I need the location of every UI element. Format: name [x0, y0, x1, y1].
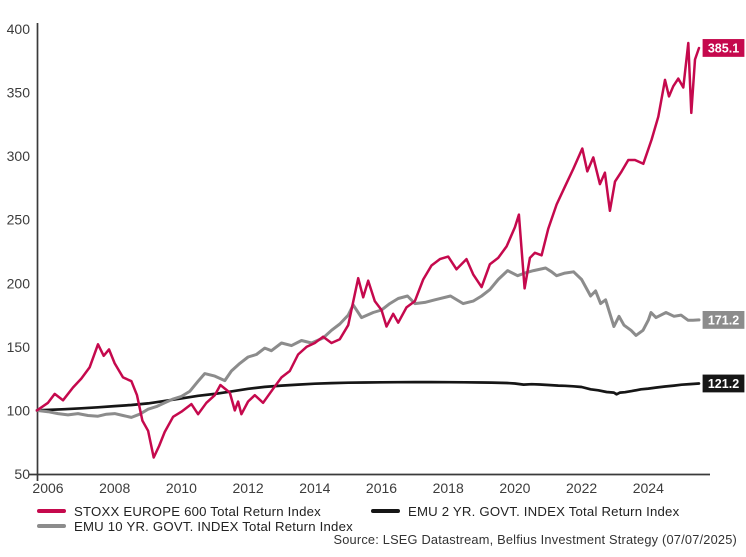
end-value-label-emu10: 171.2: [708, 313, 739, 327]
x-tick-label: 2006: [32, 480, 63, 496]
end-value-badge-stoxx: [701, 37, 746, 59]
end-value-badge-emu10: [701, 309, 746, 331]
x-tick-label: 2010: [166, 480, 197, 496]
legend-item-emu2: EMU 2 YR. GOVT. INDEX Total Return Index: [371, 503, 679, 519]
x-tick-label: 2014: [299, 480, 330, 496]
x-tick-label: 2024: [633, 480, 664, 496]
y-tick-label: 250: [7, 212, 31, 228]
y-tick-label: 350: [7, 85, 31, 101]
legend-swatch-emu10: [37, 524, 66, 528]
legend-label-emu10: EMU 10 YR. GOVT. INDEX Total Return Inde…: [74, 518, 353, 534]
source-note: Source: LSEG Datastream, Belfius Investm…: [333, 532, 737, 547]
end-value-badge-emu2: [701, 373, 746, 394]
series-line-emu2: [35, 380, 701, 412]
legend-item-stoxx: STOXX EUROPE 600 Total Return Index: [37, 503, 321, 519]
legend-swatch-emu2: [371, 509, 400, 513]
end-value-label-emu2: 121.2: [708, 377, 739, 391]
y-tick-label: 300: [7, 148, 31, 164]
x-tick-label: 2016: [366, 480, 397, 496]
y-tick-label: 50: [14, 466, 30, 482]
y-tick-label: 100: [7, 402, 31, 418]
legend-swatch-stoxx: [37, 509, 66, 513]
x-tick-label: 2020: [499, 480, 530, 496]
x-tick-label: 2022: [566, 480, 597, 496]
legend-label-emu2: EMU 2 YR. GOVT. INDEX Total Return Index: [408, 503, 680, 519]
plot-area: 50 100 150 200 250 300 350 400 2006 2008 2010 2012 2…: [7, 21, 746, 496]
y-tick-label: 400: [7, 21, 31, 37]
y-tick-label: 150: [7, 339, 31, 355]
legend-label-stoxx: STOXX EUROPE 600 Total Return Index: [74, 503, 321, 519]
legend-item-emu10: EMU 10 YR. GOVT. INDEX Total Return Inde…: [37, 518, 353, 534]
x-tick-label: 2018: [433, 480, 464, 496]
x-tick-label: 2012: [233, 480, 264, 496]
end-value-label-stoxx: 385.1: [708, 41, 739, 55]
y-tick-label: 200: [7, 275, 31, 291]
series-line-emu10: [35, 266, 701, 419]
x-tick-label: 2008: [99, 480, 130, 496]
series-line-stoxx: [35, 41, 701, 459]
